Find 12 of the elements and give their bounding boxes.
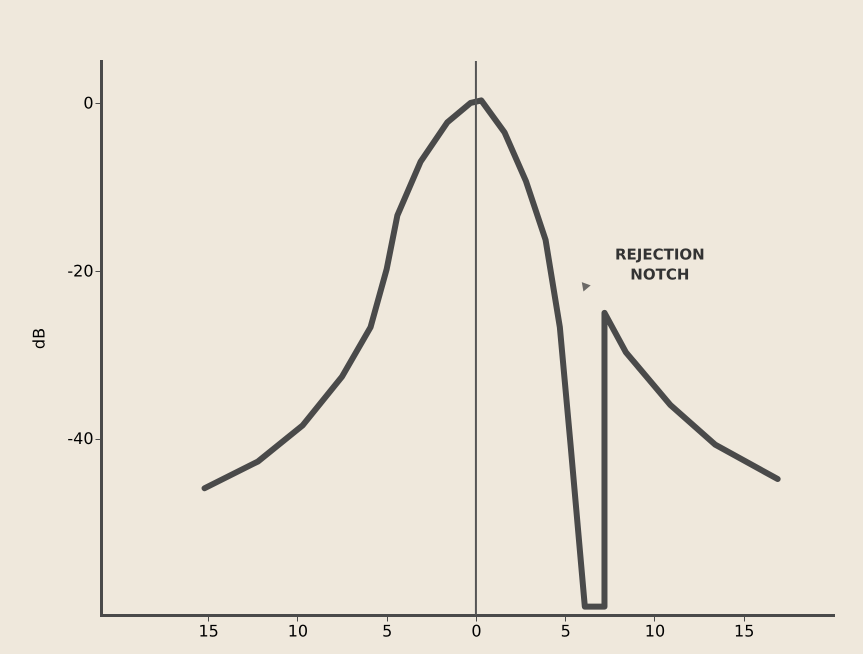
y-tick-label: 0 xyxy=(83,93,94,112)
y-tick-label: -20 xyxy=(67,261,94,280)
annotation: REJECTION NOTCH xyxy=(614,246,705,284)
x-tick-label: 10 xyxy=(288,622,308,640)
x-tick-label: 0 xyxy=(471,622,482,640)
x-tick-label: 5 xyxy=(560,622,571,640)
x-tick-label: 15 xyxy=(198,622,219,640)
y-axis-title: dB xyxy=(29,328,48,350)
x-tick-label: 10 xyxy=(644,622,666,640)
y-tick-label: -40 xyxy=(67,429,94,448)
x-tick-label: 5 xyxy=(382,622,392,640)
x-tick-label: 15 xyxy=(734,622,754,640)
